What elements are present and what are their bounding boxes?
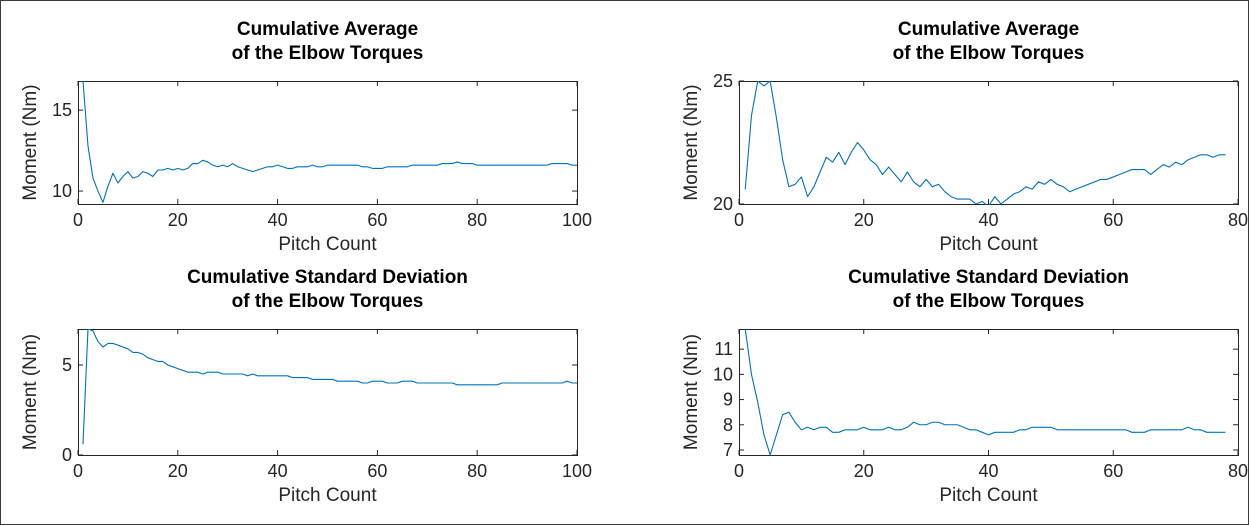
plot-top-left: Cumulative Average of the Elbow Torques 0 2… xyxy=(20,19,592,255)
plot-bottom-left-xtick-label: 80 xyxy=(467,461,487,481)
plot-bottom-left-ylabel: Moment (Nm) xyxy=(20,334,41,450)
plot-bottom-right-ytick-label: 7 xyxy=(723,440,733,460)
plot-bottom-left-title-line-1: Cumulative Standard Deviation xyxy=(187,267,468,288)
plot-bottom-right-ylabel: Moment (Nm) xyxy=(681,334,702,450)
plot-top-right-series-line xyxy=(744,81,1226,205)
plot-top-right-xtick-label: 60 xyxy=(1103,210,1123,230)
plot-top-left-xtick-label: 0 xyxy=(73,210,83,230)
plot-top-left-series-line xyxy=(82,81,577,203)
plot-top-left-title-line-1: Cumulative Average xyxy=(237,19,418,40)
plot-top-right-xlabel: Pitch Count xyxy=(939,234,1038,255)
plot-top-left-title-line-2: of the Elbow Torques xyxy=(232,43,424,64)
plot-top-right-xtick-label: 0 xyxy=(734,210,744,230)
plot-bottom-left-xtick-label: 0 xyxy=(73,461,83,481)
plot-top-left-ytick-label: 10 xyxy=(52,181,72,201)
plot-top-left-xtick-label: 80 xyxy=(467,210,487,230)
plot-bottom-left-xtick-label: 100 xyxy=(562,461,592,481)
plot-top-left-xtick-label: 20 xyxy=(168,210,188,230)
plot-top-right-title-line-2: of the Elbow Torques xyxy=(893,43,1085,64)
plot-bottom-left-xtick-label: 20 xyxy=(168,461,188,481)
plot-bottom-left-xlabel: Pitch Count xyxy=(278,485,377,506)
plot-bottom-left-ytick-label: 0 xyxy=(62,445,72,465)
plot-top-right-ytick-label: 20 xyxy=(713,194,733,214)
plot-top-right-axes-frame xyxy=(739,81,1239,205)
plot-bottom-right-xlabel: Pitch Count xyxy=(939,485,1038,506)
plot-top-left-xtick-label: 40 xyxy=(268,210,288,230)
plot-bottom-left-title-line-2: of the Elbow Torques xyxy=(232,291,424,312)
plot-top-left-xtick-label: 100 xyxy=(562,210,592,230)
plot-top-left-xlabel: Pitch Count xyxy=(278,234,377,255)
plot-bottom-left-series-line xyxy=(82,329,577,445)
plot-bottom-right-axes-frame xyxy=(739,329,1239,456)
plot-bottom-left: Cumulative Standard Deviation of the Elbo… xyxy=(20,267,592,506)
plot-top-left-ylabel: Moment (Nm) xyxy=(20,84,41,200)
plot-bottom-left-axes-frame xyxy=(78,329,578,456)
plot-bottom-right-ytick-label: 10 xyxy=(713,364,733,384)
plot-bottom-right-title-line-2: of the Elbow Torques xyxy=(893,291,1085,312)
plot-bottom-right-xtick-label: 0 xyxy=(734,461,744,481)
plot-bottom-right-xtick-label: 80 xyxy=(1228,461,1248,481)
plot-bottom-right-title-line-1: Cumulative Standard Deviation xyxy=(848,267,1129,288)
plot-bottom-right-xtick-label: 40 xyxy=(978,461,998,481)
plot-bottom-right-series-line xyxy=(744,329,1226,456)
plot-top-left-xtick-label: 60 xyxy=(367,210,387,230)
plot-bottom-right-ytick-label: 11 xyxy=(714,339,733,359)
plot-top-left-axes-frame xyxy=(78,81,578,205)
plot-bottom-left-xtick-label: 60 xyxy=(367,461,387,481)
plot-bottom-left-ytick-label: 5 xyxy=(62,355,72,375)
plot-bottom-right-ytick-label: 8 xyxy=(723,415,733,435)
plot-bottom-right-xtick-label: 20 xyxy=(854,461,874,481)
plot-bottom-right-ytick-label: 9 xyxy=(723,390,733,410)
plot-bottom-left-xtick-label: 40 xyxy=(268,461,288,481)
plot-top-right-ytick-label: 25 xyxy=(713,71,733,91)
plot-top-right-ylabel: Moment (Nm) xyxy=(681,84,702,200)
plot-top-right-title-line-1: Cumulative Average xyxy=(898,19,1079,40)
plot-top-left-ytick-label: 15 xyxy=(52,100,72,120)
plot-top-right-xtick-label: 80 xyxy=(1228,210,1248,230)
plot-top-right-xtick-label: 40 xyxy=(978,210,998,230)
plot-top-right-xtick-label: 20 xyxy=(854,210,874,230)
plot-bottom-right: Cumulative Standard Deviation of the Elbo… xyxy=(681,267,1248,506)
plot-bottom-right-xtick-label: 60 xyxy=(1103,461,1123,481)
